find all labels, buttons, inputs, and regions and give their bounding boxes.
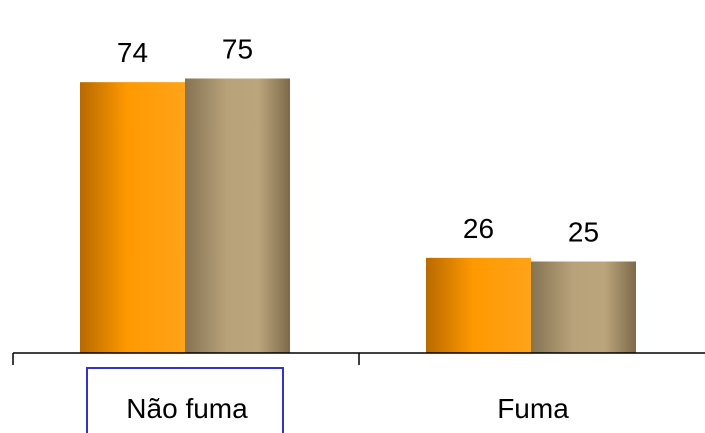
data-label-1-series-2: 75 bbox=[222, 34, 253, 65]
category-labels-group: Não fuma Fuma bbox=[126, 393, 569, 424]
data-label-1-series-1: 74 bbox=[117, 37, 148, 68]
bar-2-series-1 bbox=[426, 257, 531, 353]
bar-1-series-1 bbox=[80, 82, 185, 353]
data-label-2-series-2: 25 bbox=[568, 217, 599, 248]
category-label-2: Fuma bbox=[497, 393, 569, 424]
bar-2-series-2 bbox=[531, 261, 636, 353]
x-axis-ticks bbox=[12, 353, 360, 365]
bars-group bbox=[80, 78, 636, 353]
category-label-1: Não fuma bbox=[126, 393, 248, 424]
data-labels-group: 74 75 26 25 bbox=[117, 34, 599, 248]
category-selection-box[interactable] bbox=[86, 367, 284, 433]
bar-1-series-2 bbox=[185, 78, 290, 353]
data-label-2-series-1: 26 bbox=[463, 213, 494, 244]
